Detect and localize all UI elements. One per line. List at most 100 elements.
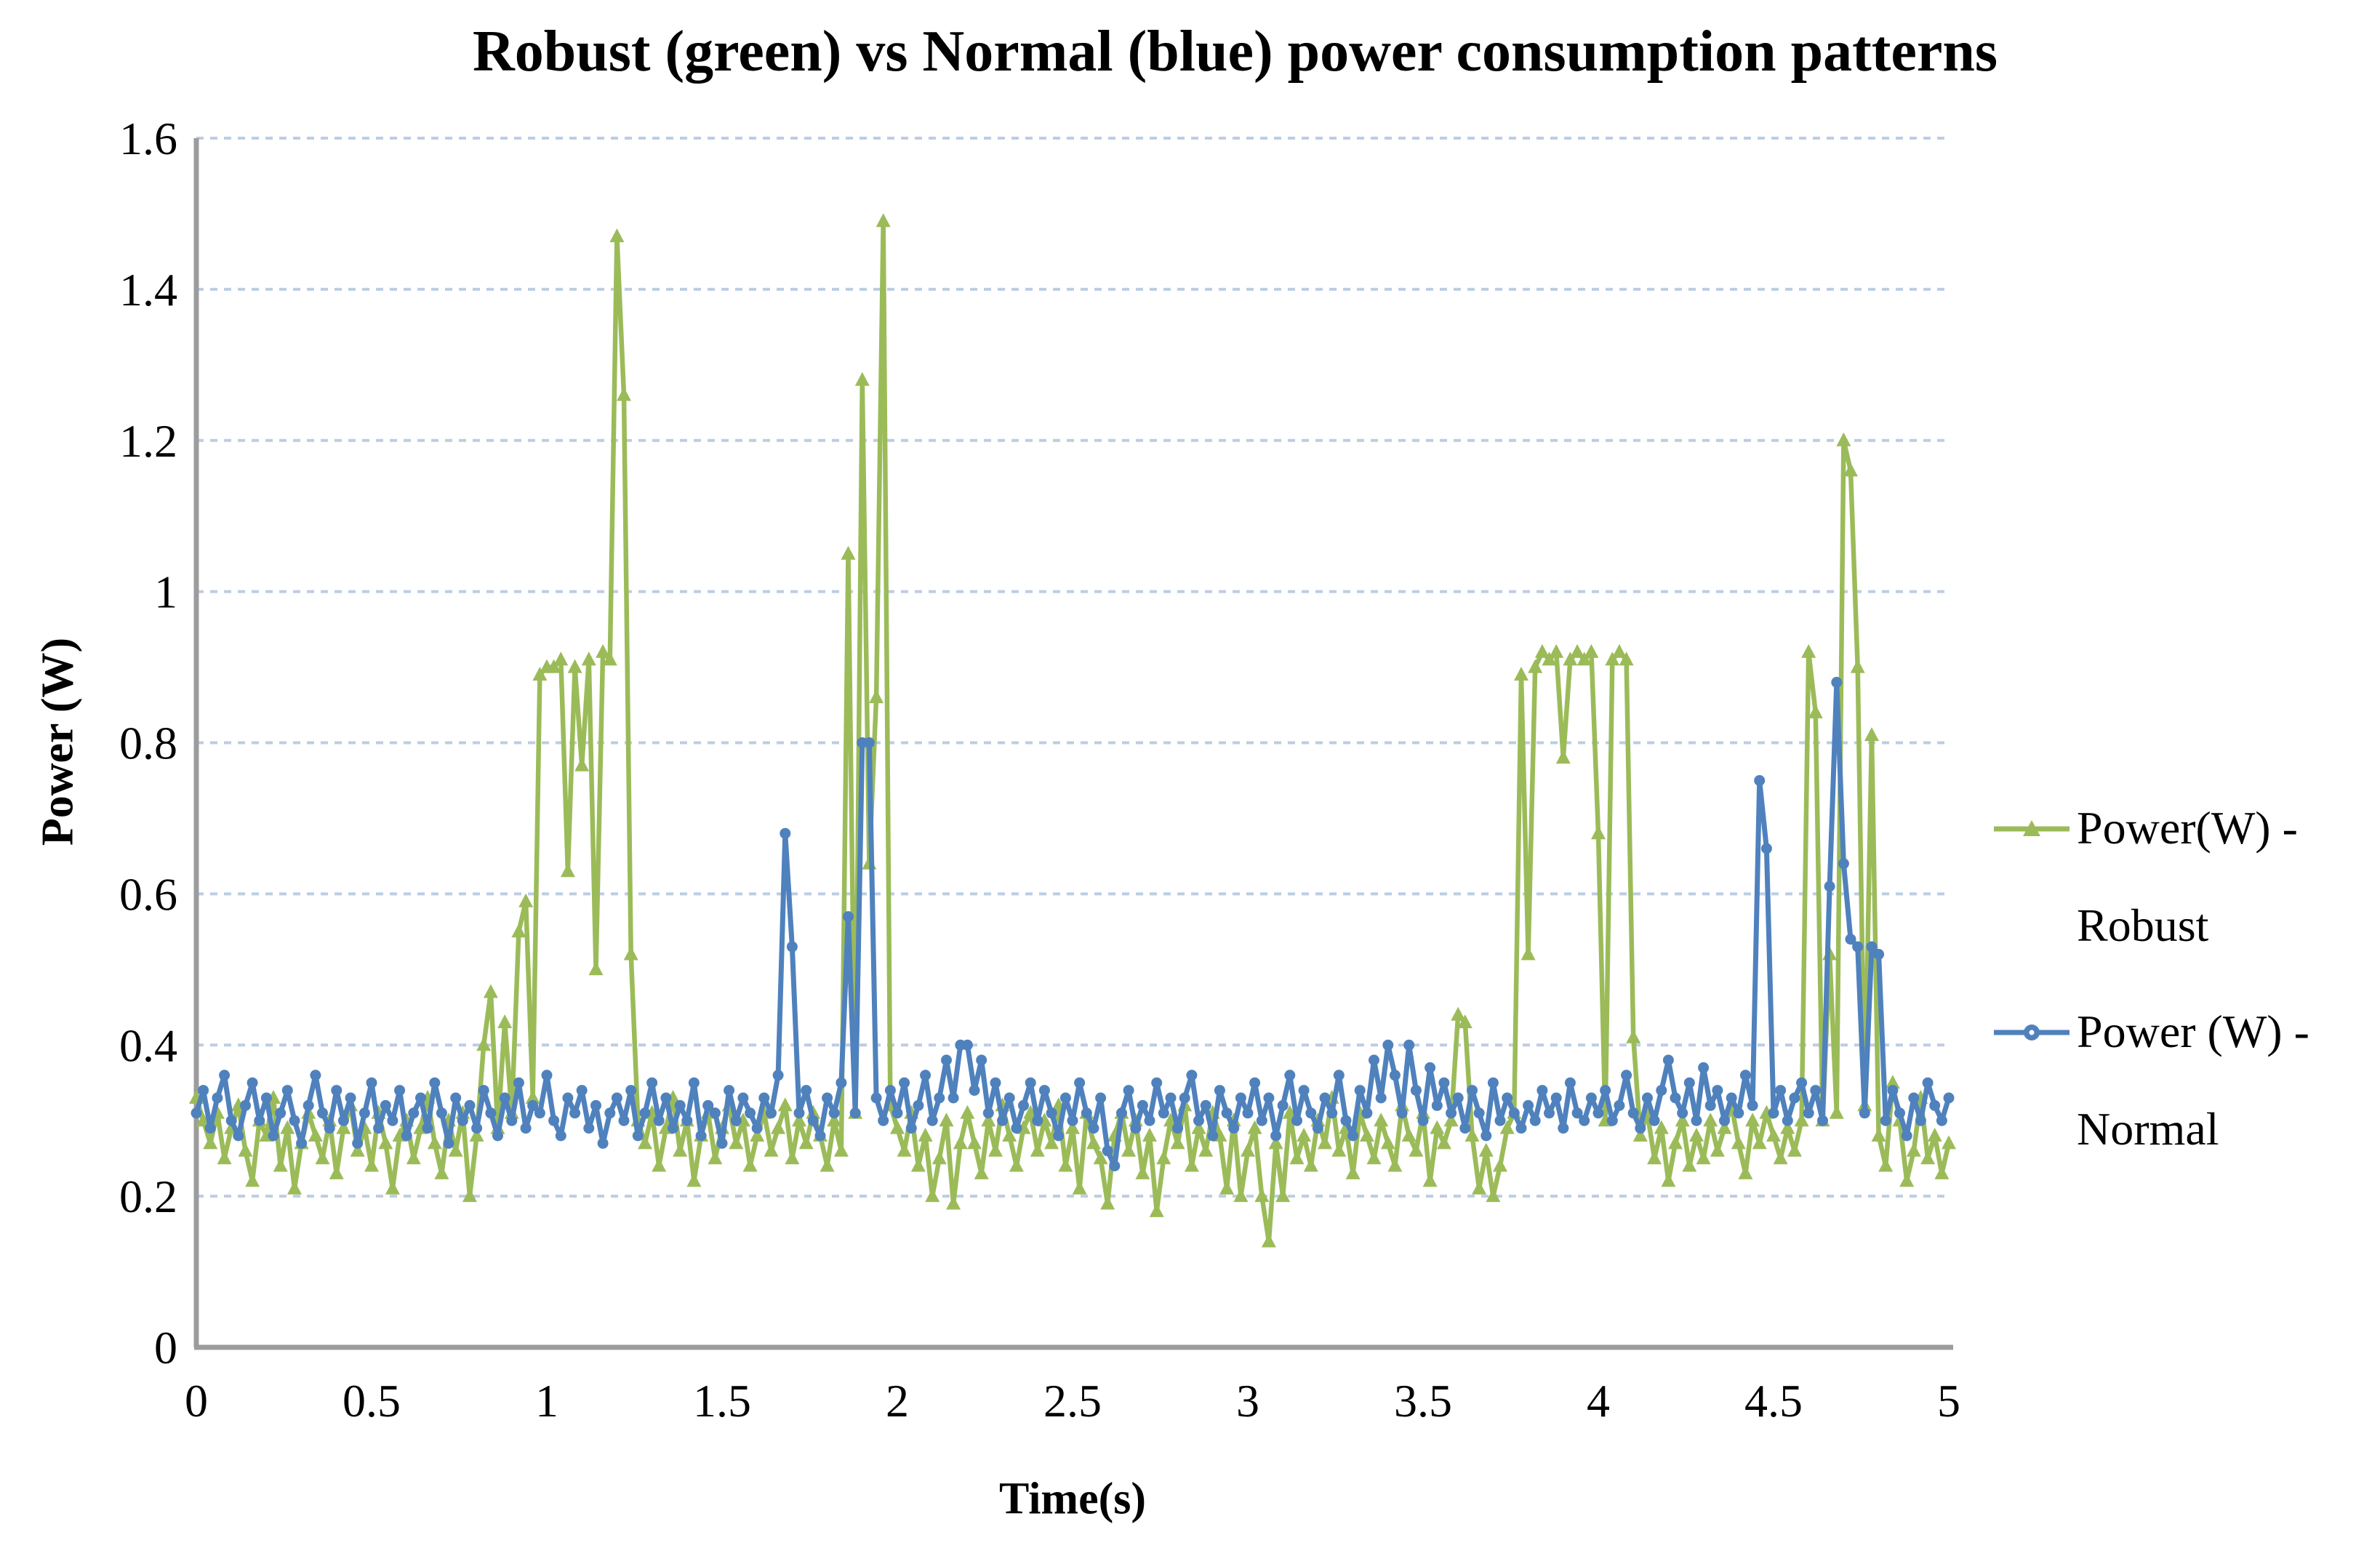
triangle-marker-icon [1086, 1135, 1101, 1150]
circle-marker-icon [1425, 1062, 1436, 1073]
circle-marker-icon [863, 737, 875, 748]
circle-marker-icon [1221, 1107, 1233, 1119]
circle-marker-icon [1081, 1107, 1092, 1119]
x-axis-title: Time(s) [998, 1474, 1147, 1524]
circle-marker-icon [1803, 1107, 1814, 1119]
circle-marker-icon [604, 1107, 616, 1119]
circle-marker-icon [822, 1092, 833, 1104]
circle-marker-icon [793, 1107, 805, 1119]
robust-legend-triangle-icon [2023, 820, 2040, 836]
triangle-marker-icon [315, 1150, 330, 1165]
triangle-marker-icon [1591, 825, 1606, 840]
circle-marker-icon [590, 1099, 601, 1111]
circle-marker-icon [716, 1137, 728, 1149]
circle-marker-icon [1810, 1085, 1822, 1096]
triangle-marker-icon [833, 1142, 849, 1157]
circle-marker-icon [969, 1085, 980, 1096]
triangle-marker-icon [1899, 1173, 1915, 1187]
circle-marker-icon [345, 1092, 356, 1104]
circle-marker-icon [801, 1085, 812, 1096]
triangle-marker-icon [1247, 1120, 1262, 1134]
triangle-marker-icon [1156, 1150, 1171, 1165]
triangle-marker-icon [329, 1165, 344, 1179]
triangle-marker-icon [931, 1150, 947, 1165]
circle-marker-icon [632, 1130, 644, 1142]
triangle-marker-icon [1374, 1112, 1389, 1127]
circle-marker-icon [1747, 1099, 1758, 1111]
circle-marker-icon [947, 1092, 959, 1104]
circle-marker-icon [1845, 934, 1856, 945]
circle-marker-icon [653, 1115, 665, 1126]
circle-marker-icon [247, 1077, 258, 1088]
circle-marker-icon [688, 1077, 700, 1088]
circle-marker-icon [990, 1077, 1001, 1088]
circle-marker-icon [436, 1107, 447, 1119]
circle-marker-icon [268, 1130, 279, 1142]
triangle-marker-icon [890, 1120, 905, 1134]
triangle-marker-icon [1942, 1135, 1956, 1150]
circle-marker-icon [899, 1077, 910, 1088]
circle-marker-icon [1915, 1115, 1926, 1126]
circle-marker-icon [1333, 1070, 1345, 1081]
y-tick-label: 0.2 [119, 1171, 177, 1222]
triangle-marker-icon [1773, 1150, 1788, 1165]
triangle-marker-icon [518, 893, 534, 907]
circle-marker-icon [1403, 1039, 1415, 1051]
circle-marker-icon [1165, 1092, 1177, 1104]
circle-marker-icon [1270, 1130, 1282, 1142]
circle-marker-icon [1369, 1054, 1379, 1066]
circle-marker-icon [387, 1115, 398, 1126]
circle-marker-icon [1459, 1123, 1471, 1134]
triangle-marker-icon [1457, 1014, 1473, 1029]
triangle-marker-icon [1366, 1150, 1382, 1165]
circle-marker-icon [1137, 1099, 1148, 1111]
circle-marker-icon [443, 1137, 454, 1149]
triangle-marker-icon [476, 1037, 492, 1051]
circle-marker-icon [1446, 1107, 1457, 1119]
circle-marker-icon [415, 1092, 426, 1104]
x-tick-label: 3 [1236, 1375, 1259, 1427]
triangle-marker-icon [1934, 1165, 1950, 1179]
circle-marker-icon [1326, 1107, 1338, 1119]
circle-marker-icon [1207, 1130, 1219, 1142]
triangle-marker-icon [1380, 1135, 1395, 1150]
triangle-marker-icon [1906, 1142, 1921, 1157]
triangle-marker-icon [1359, 1128, 1374, 1142]
triangle-marker-icon [546, 659, 561, 673]
triangle-marker-icon [1864, 727, 1879, 742]
circle-marker-icon [843, 911, 854, 923]
circle-marker-icon [625, 1085, 637, 1096]
y-tick-label: 0 [154, 1322, 177, 1373]
legend-label-robust-line2: Robust [2077, 899, 2209, 951]
triangle-marker-icon [1584, 643, 1599, 658]
circle-marker-icon [1579, 1115, 1590, 1126]
circle-marker-icon [814, 1130, 826, 1142]
circle-marker-icon [260, 1092, 272, 1104]
triangle-marker-icon [1520, 946, 1536, 961]
triangle-marker-icon [336, 1120, 351, 1134]
circle-marker-icon [464, 1099, 476, 1111]
circle-marker-icon [478, 1085, 489, 1096]
triangle-marker-icon [364, 1158, 379, 1172]
circle-marker-icon [1929, 1099, 1941, 1111]
circle-marker-icon [1775, 1085, 1787, 1096]
triangle-marker-icon [1576, 651, 1592, 666]
circle-marker-icon [1347, 1130, 1359, 1142]
circle-marker-icon [401, 1130, 412, 1142]
circle-marker-icon [1852, 941, 1864, 953]
triangle-marker-icon [1009, 1158, 1024, 1172]
circle-marker-icon [1214, 1085, 1225, 1096]
circle-marker-icon [674, 1099, 686, 1111]
circle-marker-icon [1662, 1054, 1674, 1066]
triangle-marker-icon [1184, 1158, 1199, 1172]
circle-marker-icon [807, 1115, 819, 1126]
triangle-marker-icon [1268, 1135, 1283, 1150]
circle-marker-icon [1922, 1077, 1934, 1088]
circle-marker-icon [302, 1099, 314, 1111]
circle-marker-icon [668, 1123, 678, 1134]
circle-marker-icon [506, 1115, 518, 1126]
circle-marker-icon [1074, 1077, 1086, 1088]
triangle-marker-icon [427, 1135, 442, 1150]
circle-marker-icon [1726, 1092, 1737, 1104]
